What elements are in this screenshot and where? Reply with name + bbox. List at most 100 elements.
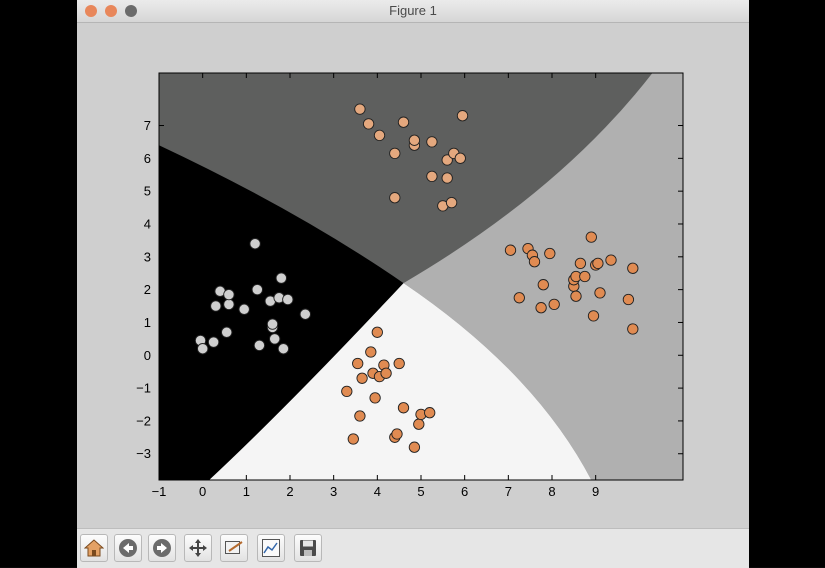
home-button[interactable] — [80, 534, 108, 562]
back-button[interactable] — [114, 534, 142, 562]
point-s2-0 — [504, 244, 517, 256]
point-s1-12 — [441, 172, 453, 184]
point-s1-2 — [373, 129, 386, 142]
region-right — [403, 73, 683, 480]
point-s0-3 — [210, 300, 222, 312]
point-s2-7 — [544, 247, 556, 260]
point-s0-10 — [251, 283, 263, 296]
x-tick-label: 6 — [461, 484, 468, 499]
point-s2-13 — [574, 257, 587, 270]
point-s0-8 — [238, 303, 250, 315]
decision-regions — [159, 73, 683, 480]
window-title: Figure 1 — [389, 3, 437, 18]
home-icon — [84, 539, 104, 557]
point-s3-13 — [393, 357, 405, 370]
x-tick-label: 9 — [592, 484, 599, 499]
point-s2-11 — [570, 290, 582, 302]
point-s2-22 — [627, 262, 639, 274]
point-s1-8 — [426, 136, 438, 148]
point-s0-17 — [275, 272, 287, 284]
point-s3-4 — [356, 372, 368, 384]
y-tick-label: 3 — [144, 249, 151, 264]
point-s0-19 — [282, 293, 294, 306]
x-tick-label: 5 — [417, 484, 424, 499]
region-bottom — [209, 283, 592, 480]
point-s2-8 — [548, 298, 560, 311]
point-s0-14 — [266, 318, 279, 330]
y-tick-label: −2 — [136, 413, 151, 428]
x-tick-label: 1 — [243, 484, 250, 499]
point-s2-1 — [513, 292, 525, 304]
subplots-configure-icon — [262, 539, 280, 557]
point-s3-7 — [369, 392, 381, 404]
point-s2-4 — [528, 256, 541, 268]
point-s0-6 — [223, 298, 235, 311]
y-tick-label: −1 — [136, 381, 151, 396]
point-s3-17 — [413, 418, 425, 430]
x-tick-label: 2 — [286, 484, 293, 499]
point-s3-15 — [397, 402, 410, 414]
point-s0-20 — [299, 308, 311, 320]
pan-arrows-icon — [189, 539, 207, 557]
x-tick-label: 4 — [374, 484, 381, 499]
point-s1-11 — [441, 154, 453, 166]
pan-button[interactable] — [184, 534, 212, 562]
floppy-disk-save-icon — [300, 540, 316, 556]
forward-arrow-icon — [153, 539, 171, 557]
point-s3-2 — [352, 357, 364, 370]
point-s3-1 — [347, 433, 359, 445]
region-left — [159, 145, 404, 480]
zoom-window-button[interactable] — [125, 5, 137, 17]
point-s2-16 — [587, 310, 600, 322]
point-s1-13 — [445, 196, 458, 209]
navigation-toolbar — [77, 528, 749, 568]
point-s3-19 — [424, 407, 436, 419]
y-tick-label: 1 — [144, 315, 151, 330]
point-s0-15 — [269, 333, 281, 345]
y-tick-label: 0 — [144, 348, 151, 363]
point-s1-3 — [389, 147, 401, 160]
scatter-points — [194, 103, 639, 453]
forward-button[interactable] — [148, 534, 176, 562]
point-s1-16 — [456, 110, 469, 122]
subplots-button[interactable] — [257, 534, 285, 562]
point-s0-2 — [207, 336, 220, 348]
zoom-rectangle-icon — [225, 541, 243, 554]
save-button[interactable] — [294, 534, 322, 562]
title-bar[interactable]: Figure 1 — [77, 0, 749, 23]
point-s1-4 — [389, 192, 401, 204]
point-s2-19 — [594, 287, 606, 299]
point-s2-18 — [592, 257, 604, 270]
point-s2-20 — [605, 254, 617, 266]
y-tick-label: 2 — [144, 282, 151, 297]
y-tick-label: 7 — [144, 118, 151, 133]
y-tick-label: 4 — [144, 216, 151, 231]
point-s3-0 — [341, 385, 353, 398]
close-button[interactable] — [85, 5, 97, 17]
x-tick-label: −1 — [152, 484, 167, 499]
y-tick-label: 5 — [144, 184, 151, 199]
point-s1-15 — [454, 152, 466, 164]
point-s2-6 — [537, 279, 549, 291]
point-s0-11 — [253, 339, 266, 352]
point-s3-14 — [391, 428, 403, 440]
point-s1-0 — [354, 103, 366, 115]
point-s3-8 — [371, 326, 383, 338]
minimize-button[interactable] — [105, 5, 117, 17]
point-s2-21 — [622, 293, 635, 306]
point-s2-14 — [579, 270, 591, 283]
point-s2-15 — [585, 231, 597, 243]
point-s3-16 — [408, 441, 421, 453]
left-black-border — [0, 0, 77, 567]
scatter-plot[interactable]: −1 0 1 2 3 4 5 6 7 8 9 −3 −2 −1 0 1 2 3 4 5 6 7 — [77, 23, 749, 528]
point-s0-5 — [221, 326, 233, 338]
right-black-border — [749, 0, 825, 567]
point-s0-7 — [223, 288, 235, 301]
point-s3-5 — [365, 346, 377, 358]
point-s1-9 — [426, 170, 438, 183]
zoom-rect-button[interactable] — [220, 534, 248, 562]
x-tick-label: 0 — [199, 484, 206, 499]
y-tick-label: −3 — [136, 446, 151, 461]
x-tick-label: 7 — [505, 484, 512, 499]
back-arrow-icon — [119, 539, 137, 557]
